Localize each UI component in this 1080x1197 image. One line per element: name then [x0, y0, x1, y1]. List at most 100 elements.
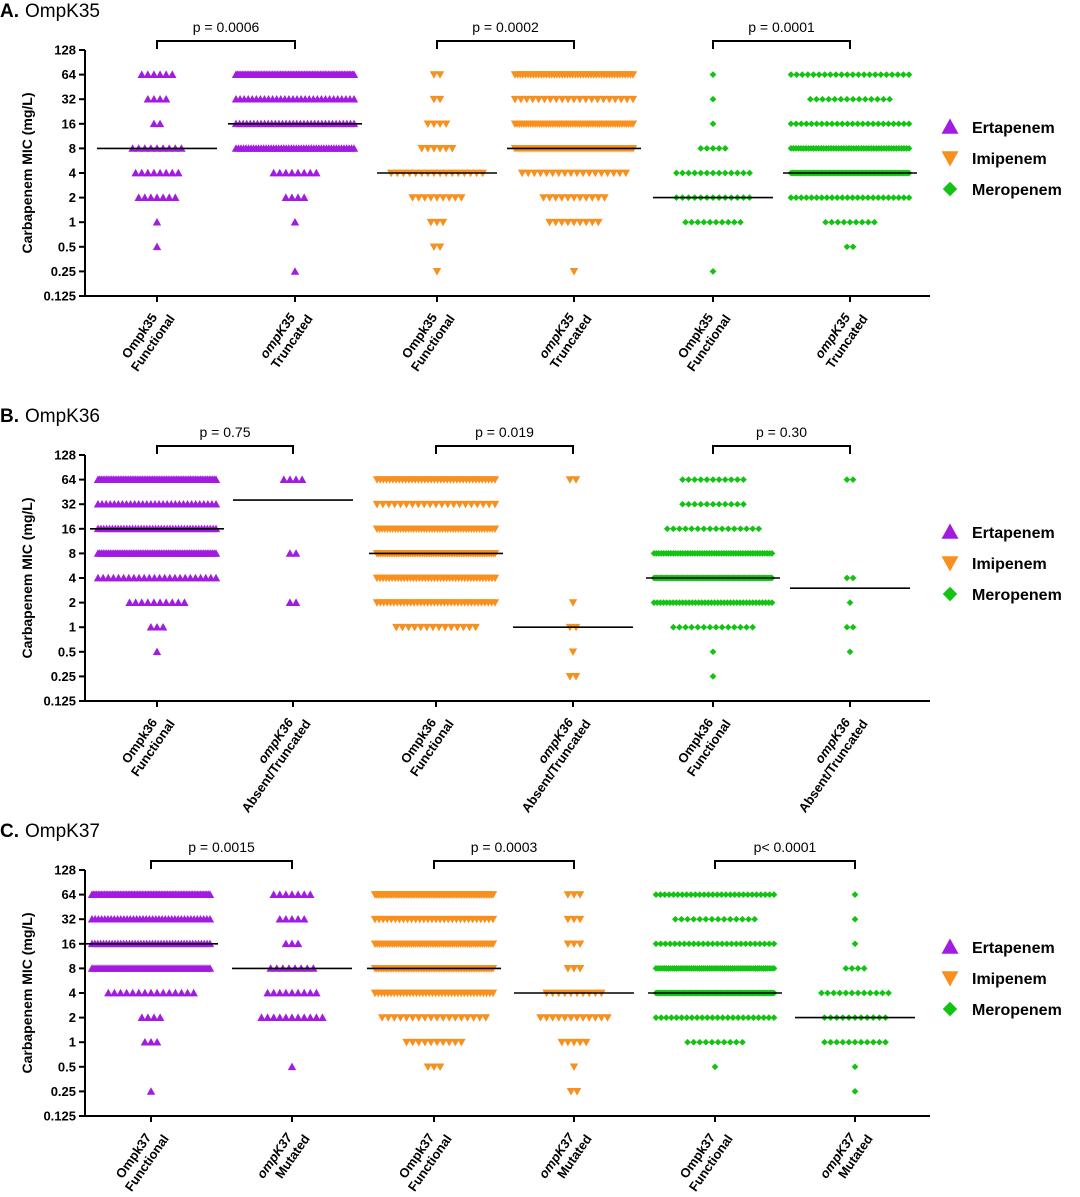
- ertapenem-point: [155, 70, 165, 78]
- ertapenem-point: [146, 623, 156, 631]
- meropenem-point: [709, 169, 717, 177]
- meropenem-point: [709, 500, 717, 508]
- meropenem-point: [838, 120, 846, 128]
- meropenem-point: [726, 915, 734, 923]
- meropenem-point: [697, 169, 705, 177]
- meropenem-point: [714, 1038, 722, 1046]
- meropenem-point: [737, 525, 744, 533]
- group-ertapenem-1: [233, 475, 353, 606]
- meropenem-point: [735, 891, 743, 898]
- meropenem-point: [666, 940, 674, 948]
- imipenem-point: [603, 169, 612, 178]
- meropenem-point: [652, 1014, 660, 1021]
- panel-name: OmpK37: [25, 821, 100, 842]
- ertapenem-legend-marker: [941, 938, 959, 954]
- meropenem-point: [723, 940, 731, 948]
- imipenem-point: [575, 194, 585, 202]
- imipenem-point: [435, 71, 445, 79]
- y-tick-label: 16: [62, 116, 76, 131]
- imipenem-point: [542, 1014, 551, 1022]
- meropenem-point: [833, 194, 841, 201]
- meropenem-point: [860, 71, 868, 78]
- meropenem-point: [713, 891, 721, 898]
- ertapenem-point: [125, 598, 134, 606]
- ertapenem-point: [205, 915, 215, 923]
- comparison-bracket: [712, 40, 851, 49]
- ertapenem-point: [287, 915, 297, 923]
- meropenem-point: [734, 476, 741, 483]
- imipenem-point: [528, 95, 537, 104]
- meropenem-point: [734, 500, 741, 508]
- imipenem-point: [557, 1038, 566, 1047]
- meropenem-point: [690, 915, 698, 923]
- imipenem-point: [490, 500, 500, 509]
- imipenem-point: [582, 218, 591, 227]
- imipenem-point: [451, 194, 460, 202]
- meropenem-point: [838, 194, 846, 201]
- imipenem-point: [558, 95, 567, 104]
- imipenem-point: [488, 891, 498, 899]
- meropenem-point: [676, 525, 683, 533]
- imipenem-point: [575, 1038, 585, 1047]
- group-label: ompK36Absent/Truncated: [226, 708, 314, 815]
- imipenem-point: [432, 1014, 442, 1022]
- meropenem-point: [849, 71, 857, 78]
- ertapenem-point: [285, 598, 295, 606]
- meropenem-point: [861, 95, 869, 103]
- imipenem-point: [563, 194, 573, 202]
- ertapenem-point: [168, 70, 177, 78]
- imipenem-point: [429, 1063, 439, 1071]
- ertapenem-point: [281, 915, 291, 923]
- legend-item-ertapenem: Ertapenem: [941, 118, 1055, 137]
- ertapenem-point: [293, 168, 303, 177]
- meropenem-point: [843, 95, 851, 103]
- ertapenem-point: [171, 988, 180, 997]
- ertapenem-point: [275, 168, 284, 177]
- imipenem-point: [569, 268, 579, 276]
- imipenem-point: [488, 989, 498, 998]
- imipenem-point: [475, 1014, 484, 1022]
- imipenem-point: [615, 169, 624, 178]
- imipenem-point: [420, 194, 429, 202]
- imipenem-point: [426, 1038, 436, 1047]
- meropenem-point: [709, 476, 717, 483]
- y-tick-label: 0.5: [58, 644, 76, 659]
- meropenem-point: [720, 1038, 728, 1046]
- meropenem-point: [720, 915, 728, 923]
- imipenem-point: [517, 169, 527, 178]
- meropenem-point: [687, 891, 695, 898]
- ertapenem-point: [279, 475, 289, 483]
- legend-item-imipenem: Imipenem: [941, 151, 1047, 168]
- imipenem-point: [575, 218, 585, 227]
- ertapenem-point: [149, 95, 159, 103]
- ertapenem-point: [159, 988, 168, 997]
- meropenem-point: [827, 1038, 834, 1046]
- meropenem-point: [871, 218, 878, 226]
- meropenem-point: [880, 95, 887, 103]
- meropenem-point: [669, 623, 677, 631]
- y-tick-label: 2: [69, 190, 76, 205]
- meropenem-point: [851, 1038, 859, 1046]
- meropenem-point: [709, 940, 716, 948]
- meropenem-point: [839, 1038, 847, 1046]
- imipenem-point: [557, 194, 566, 202]
- legend-label: Meropenem: [972, 1002, 1062, 1019]
- ertapenem-point: [291, 549, 301, 557]
- meropenem-point: [844, 194, 851, 201]
- meropenem-legend-marker: [942, 1001, 958, 1017]
- meropenem-point: [690, 940, 698, 948]
- meropenem-point: [674, 891, 682, 898]
- meropenem-point: [730, 218, 738, 226]
- meropenem-point: [905, 194, 913, 201]
- imipenem-point: [438, 218, 448, 227]
- y-tick-label: 128: [54, 863, 76, 878]
- ertapenem-point: [290, 267, 300, 275]
- ertapenem-point: [211, 475, 221, 483]
- imipenem-point: [378, 500, 388, 509]
- meropenem-point: [678, 1014, 686, 1021]
- ertapenem-point: [269, 988, 278, 997]
- meropenem-point: [849, 194, 856, 201]
- p-value-label: p = 0.0015: [188, 839, 255, 855]
- ertapenem-point: [161, 598, 171, 606]
